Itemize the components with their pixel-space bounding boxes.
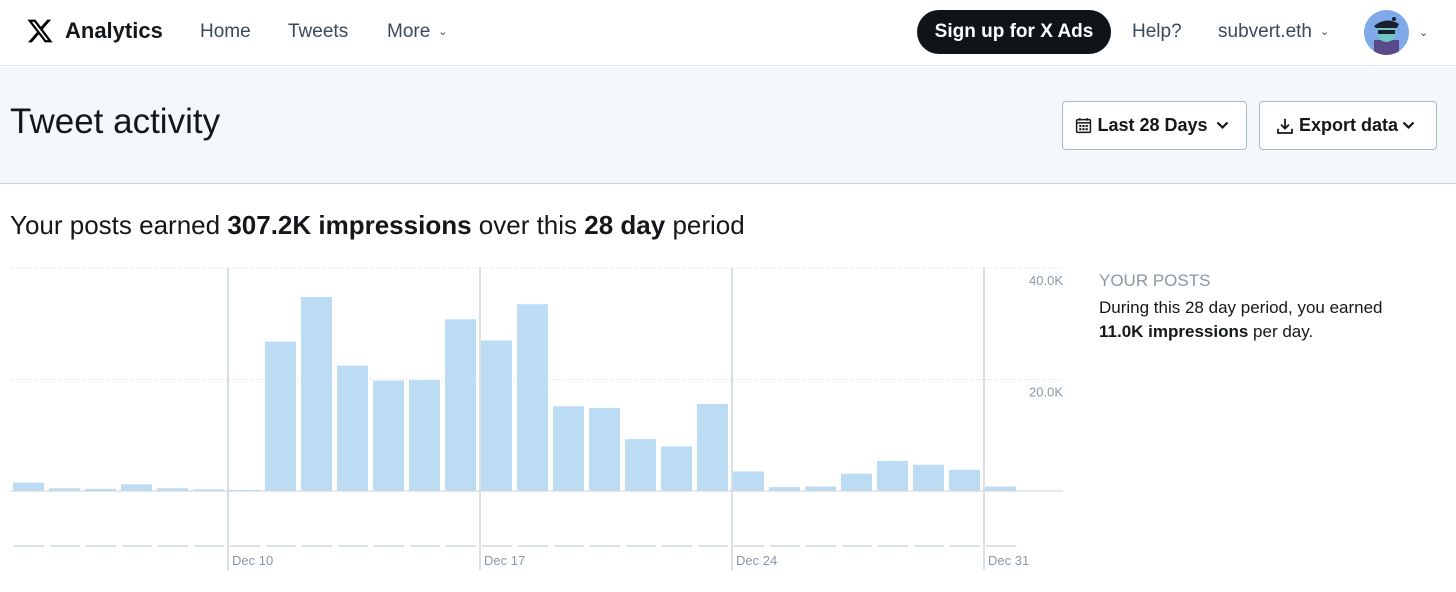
summary-middle: over this (471, 210, 585, 240)
date-range-dropdown[interactable]: Last 28 Days (1062, 101, 1247, 150)
chart-bar (841, 473, 872, 491)
chart-bar (85, 488, 116, 491)
chevron-down-icon: ⌄ (1320, 26, 1330, 39)
summary-impressions: 307.2K impressions (227, 210, 472, 240)
nav-tweets-link[interactable]: Tweets (288, 21, 349, 42)
impressions-bar-chart: 40.0K 20.0K Dec 10 Dec 17 Dec 24 Dec 31 (10, 267, 1063, 570)
nav-more-menu[interactable]: More ⌄ (387, 21, 448, 43)
chevron-down-icon: ⌄ (438, 26, 448, 39)
x-tick-label: Dec 17 (484, 553, 525, 568)
chart-bar (661, 446, 692, 491)
chart-bar (265, 341, 296, 491)
chart-bar (157, 488, 188, 491)
y-tick-label: 20.0K (1029, 385, 1063, 400)
chart-bar (769, 487, 800, 491)
side-panel-heading: YOUR POSTS (1099, 271, 1211, 290)
chart-bar (625, 439, 656, 491)
side-text-impressions: 11.0K impressions (1099, 322, 1249, 341)
export-data-dropdown[interactable]: Export data (1259, 101, 1437, 150)
chart-bar (229, 489, 260, 491)
impressions-summary: Your posts earned 307.2K impressions ove… (10, 210, 745, 241)
nav-help-link[interactable]: Help? (1132, 21, 1182, 42)
chart-bar (409, 380, 440, 491)
side-panel-text: During this 28 day period, you earned 11… (1099, 296, 1419, 344)
user-menu[interactable]: subvert.eth ⌄ (1218, 21, 1329, 43)
chart-bar (13, 482, 44, 491)
chart-bar (697, 404, 728, 491)
chart-bar (913, 464, 944, 491)
chevron-down-icon (1216, 121, 1228, 130)
avatar[interactable] (1364, 10, 1409, 55)
brand-title[interactable]: Analytics (65, 18, 163, 43)
y-tick-label: 40.0K (1029, 273, 1063, 288)
chart-bar (337, 365, 368, 491)
chart-bar (805, 486, 836, 491)
top-navigation: Analytics Home Tweets More ⌄ Sign up for … (0, 0, 1456, 66)
x-tick-label: Dec 24 (736, 553, 777, 568)
summary-suffix: period (665, 210, 745, 240)
nav-more-label: More (387, 21, 431, 42)
chart-bar (481, 340, 512, 491)
chart-bar (121, 484, 152, 491)
date-range-label: Last 28 Days (1097, 115, 1208, 135)
x-tick-label: Dec 10 (232, 553, 273, 568)
chart-bar (193, 489, 224, 491)
chart-bar (553, 406, 584, 491)
nav-home-link[interactable]: Home (200, 21, 251, 42)
summary-period: 28 day (584, 210, 666, 240)
chart-bar (733, 471, 764, 491)
chart-bar (517, 304, 548, 491)
chart-bar (373, 380, 404, 491)
chart-bar (49, 488, 80, 491)
page-header: Tweet activity Last 28 Days Export data (0, 67, 1456, 184)
calendar-icon (1076, 118, 1092, 134)
page-title: Tweet activity (10, 102, 221, 141)
x-logo-icon[interactable] (26, 17, 54, 45)
chart-bar (949, 469, 980, 491)
download-icon (1277, 118, 1293, 134)
sign-up-ads-button[interactable]: Sign up for X Ads (917, 10, 1111, 54)
chart-bar (445, 319, 476, 491)
chevron-down-icon[interactable]: ⌄ (1419, 27, 1429, 39)
side-text-prefix: During this 28 day period, you earned (1099, 298, 1383, 317)
chart-bar (589, 407, 620, 491)
export-data-label: Export data (1298, 115, 1399, 135)
summary-prefix: Your posts earned (10, 210, 228, 240)
side-text-suffix: per day. (1248, 322, 1314, 341)
avatar-image-icon (1364, 10, 1409, 55)
chart-bar (877, 460, 908, 491)
chevron-down-icon (1402, 121, 1415, 130)
x-tick-label: Dec 31 (988, 553, 1029, 568)
chart-bar (985, 486, 1016, 491)
chart-bar (301, 296, 332, 491)
username-label: subvert.eth (1218, 21, 1312, 42)
